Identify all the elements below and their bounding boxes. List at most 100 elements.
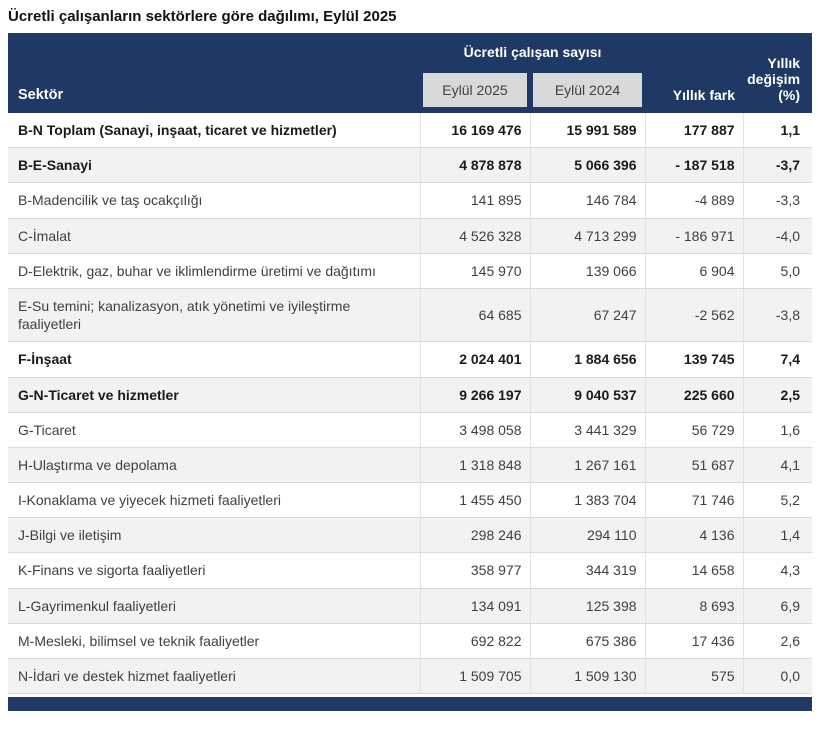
eylul-2024-cell: 4 713 299 — [529, 218, 646, 254]
table-header: Sektör Ücretli çalışan sayısı Yıllık far… — [8, 33, 813, 113]
sector-distribution-table: Sektör Ücretli çalışan sayısı Yıllık far… — [8, 33, 813, 695]
yillik-fark-cell: 225 660 — [644, 377, 744, 413]
yillik-degisim-cell: 4,1 — [742, 447, 813, 484]
column-header-annual-difference: Yıllık fark — [645, 33, 744, 113]
yillik-fark-cell: -4 889 — [644, 182, 744, 219]
yillik-degisim-cell: 0,0 — [742, 658, 813, 695]
yillik-fark-cell: 17 436 — [644, 623, 744, 660]
yillik-degisim-cell: 4,3 — [742, 552, 813, 589]
sector-cell: J-Bilgi ve iletişim — [8, 517, 420, 554]
table-row: H-Ulaştırma ve depolama 1 318 848 1 267 … — [8, 447, 813, 484]
yillik-fark-cell: 51 687 — [644, 447, 744, 484]
eylul-2025-cell: 1 318 848 — [419, 447, 530, 484]
table-row: C-İmalat 4 526 328 4 713 299 - 186 971 -… — [8, 218, 813, 254]
eylul-2025-cell: 692 822 — [419, 623, 530, 660]
eylul-2025-cell: 9 266 197 — [419, 377, 530, 413]
yillik-degisim-cell: 7,4 — [742, 341, 813, 378]
yillik-fark-cell: - 187 518 — [644, 147, 744, 184]
eylul-2024-cell: 1 884 656 — [529, 341, 646, 378]
sector-cell: B-N Toplam (Sanayi, inşaat, ticaret ve h… — [8, 113, 420, 149]
yillik-fark-cell: 6 904 — [644, 253, 744, 289]
sector-cell: H-Ulaştırma ve depolama — [8, 447, 420, 484]
yillik-degisim-cell: -3,7 — [742, 147, 813, 184]
eylul-2025-cell: 1 509 705 — [419, 658, 530, 695]
table-row: J-Bilgi ve iletişim 298 246 294 110 4 13… — [8, 517, 813, 554]
eylul-2024-cell: 15 991 589 — [529, 113, 646, 149]
sector-cell: F-İnşaat — [8, 341, 420, 378]
yillik-fark-cell: 575 — [644, 658, 744, 695]
column-header-annual-change-pct: Yıllık değişim (%) — [743, 33, 813, 113]
subcolumn-eylul-2024: Eylül 2024 — [530, 73, 646, 113]
sector-cell: M-Mesleki, bilimsel ve teknik faaliyetle… — [8, 623, 420, 660]
yillik-fark-cell: 14 658 — [644, 552, 744, 589]
sector-cell: N-İdari ve destek hizmet faaliyetleri — [8, 658, 420, 695]
table-row: E-Su temini; kanalizasyon, atık yönetimi… — [8, 288, 813, 343]
sector-cell: L-Gayrimenkul faaliyetleri — [8, 588, 420, 624]
subcolumn-label-eylul-2025: Eylül 2025 — [423, 73, 527, 107]
sector-cell: B-Madencilik ve taş ocakçılığı — [8, 182, 420, 219]
table-row: N-İdari ve destek hizmet faaliyetleri 1 … — [8, 658, 813, 695]
eylul-2024-cell: 675 386 — [529, 623, 646, 660]
eylul-2025-cell: 4 526 328 — [419, 218, 530, 254]
yillik-degisim-cell: 6,9 — [742, 588, 813, 624]
table-row: M-Mesleki, bilimsel ve teknik faaliyetle… — [8, 623, 813, 660]
subcolumn-eylul-2025: Eylül 2025 — [420, 73, 530, 113]
table-row: B-E-Sanayi 4 878 878 5 066 396 - 187 518… — [8, 147, 813, 184]
table-row: D-Elektrik, gaz, buhar ve iklimlendirme … — [8, 253, 813, 289]
eylul-2024-cell: 125 398 — [529, 588, 646, 624]
eylul-2025-cell: 298 246 — [419, 517, 530, 554]
eylul-2024-cell: 3 441 329 — [529, 412, 646, 448]
eylul-2024-cell: 1 509 130 — [529, 658, 646, 695]
yillik-fark-cell: 71 746 — [644, 482, 744, 519]
yillik-degisim-cell: 1,1 — [742, 113, 813, 149]
yillik-degisim-cell: 1,4 — [742, 517, 813, 554]
page-title: Ücretli çalışanların sektörlere göre dağ… — [8, 8, 397, 25]
sector-cell: E-Su temini; kanalizasyon, atık yönetimi… — [8, 288, 420, 343]
sector-cell: C-İmalat — [8, 218, 420, 254]
eylul-2024-cell: 139 066 — [529, 253, 646, 289]
table-row: G-N-Ticaret ve hizmetler 9 266 197 9 040… — [8, 377, 813, 413]
yillik-degisim-cell: 2,6 — [742, 623, 813, 660]
sector-cell: G-N-Ticaret ve hizmetler — [8, 377, 420, 413]
yillik-fark-cell: - 186 971 — [644, 218, 744, 254]
yillik-fark-cell: -2 562 — [644, 288, 744, 343]
sector-cell: I-Konaklama ve yiyecek hizmeti faaliyetl… — [8, 482, 420, 519]
yillik-fark-cell: 56 729 — [644, 412, 744, 448]
eylul-2024-cell: 9 040 537 — [529, 377, 646, 413]
eylul-2025-cell: 3 498 058 — [419, 412, 530, 448]
column-header-sector: Sektör — [8, 33, 420, 113]
yillik-degisim-cell: 5,0 — [742, 253, 813, 289]
table-row: G-Ticaret 3 498 058 3 441 329 56 729 1,6 — [8, 412, 813, 448]
eylul-2025-cell: 4 878 878 — [419, 147, 530, 184]
footer-bar — [8, 697, 812, 712]
eylul-2024-cell: 1 267 161 — [529, 447, 646, 484]
eylul-2025-cell: 16 169 476 — [419, 113, 530, 149]
table-row: B-N Toplam (Sanayi, inşaat, ticaret ve h… — [8, 113, 813, 149]
subcolumn-label-eylul-2024: Eylül 2024 — [533, 73, 643, 107]
sector-cell: B-E-Sanayi — [8, 147, 420, 184]
sector-cell: K-Finans ve sigorta faaliyetleri — [8, 552, 420, 589]
eylul-2025-cell: 134 091 — [419, 588, 530, 624]
sector-cell: G-Ticaret — [8, 412, 420, 448]
eylul-2025-cell: 64 685 — [419, 288, 530, 343]
eylul-2025-cell: 145 970 — [419, 253, 530, 289]
eylul-2024-cell: 294 110 — [529, 517, 646, 554]
yillik-degisim-cell: -4,0 — [742, 218, 813, 254]
yillik-fark-cell: 139 745 — [644, 341, 744, 378]
eylul-2024-cell: 146 784 — [529, 182, 646, 219]
yillik-degisim-cell: 2,5 — [742, 377, 813, 413]
table-body: B-N Toplam (Sanayi, inşaat, ticaret ve h… — [8, 113, 813, 695]
table-row: K-Finans ve sigorta faaliyetleri 358 977… — [8, 552, 813, 589]
eylul-2024-cell: 344 319 — [529, 552, 646, 589]
table-row: F-İnşaat 2 024 401 1 884 656 139 745 7,4 — [8, 341, 813, 378]
table-row: B-Madencilik ve taş ocakçılığı 141 895 1… — [8, 182, 813, 219]
yillik-fark-cell: 8 693 — [644, 588, 744, 624]
eylul-2025-cell: 358 977 — [419, 552, 530, 589]
yillik-degisim-cell: -3,3 — [742, 182, 813, 219]
eylul-2024-cell: 67 247 — [529, 288, 646, 343]
yillik-fark-cell: 177 887 — [644, 113, 744, 149]
table-row: L-Gayrimenkul faaliyetleri 134 091 125 3… — [8, 588, 813, 624]
sector-cell: D-Elektrik, gaz, buhar ve iklimlendirme … — [8, 253, 420, 289]
eylul-2024-cell: 1 383 704 — [529, 482, 646, 519]
column-group-header-paid-employees: Ücretli çalışan sayısı — [420, 33, 646, 73]
